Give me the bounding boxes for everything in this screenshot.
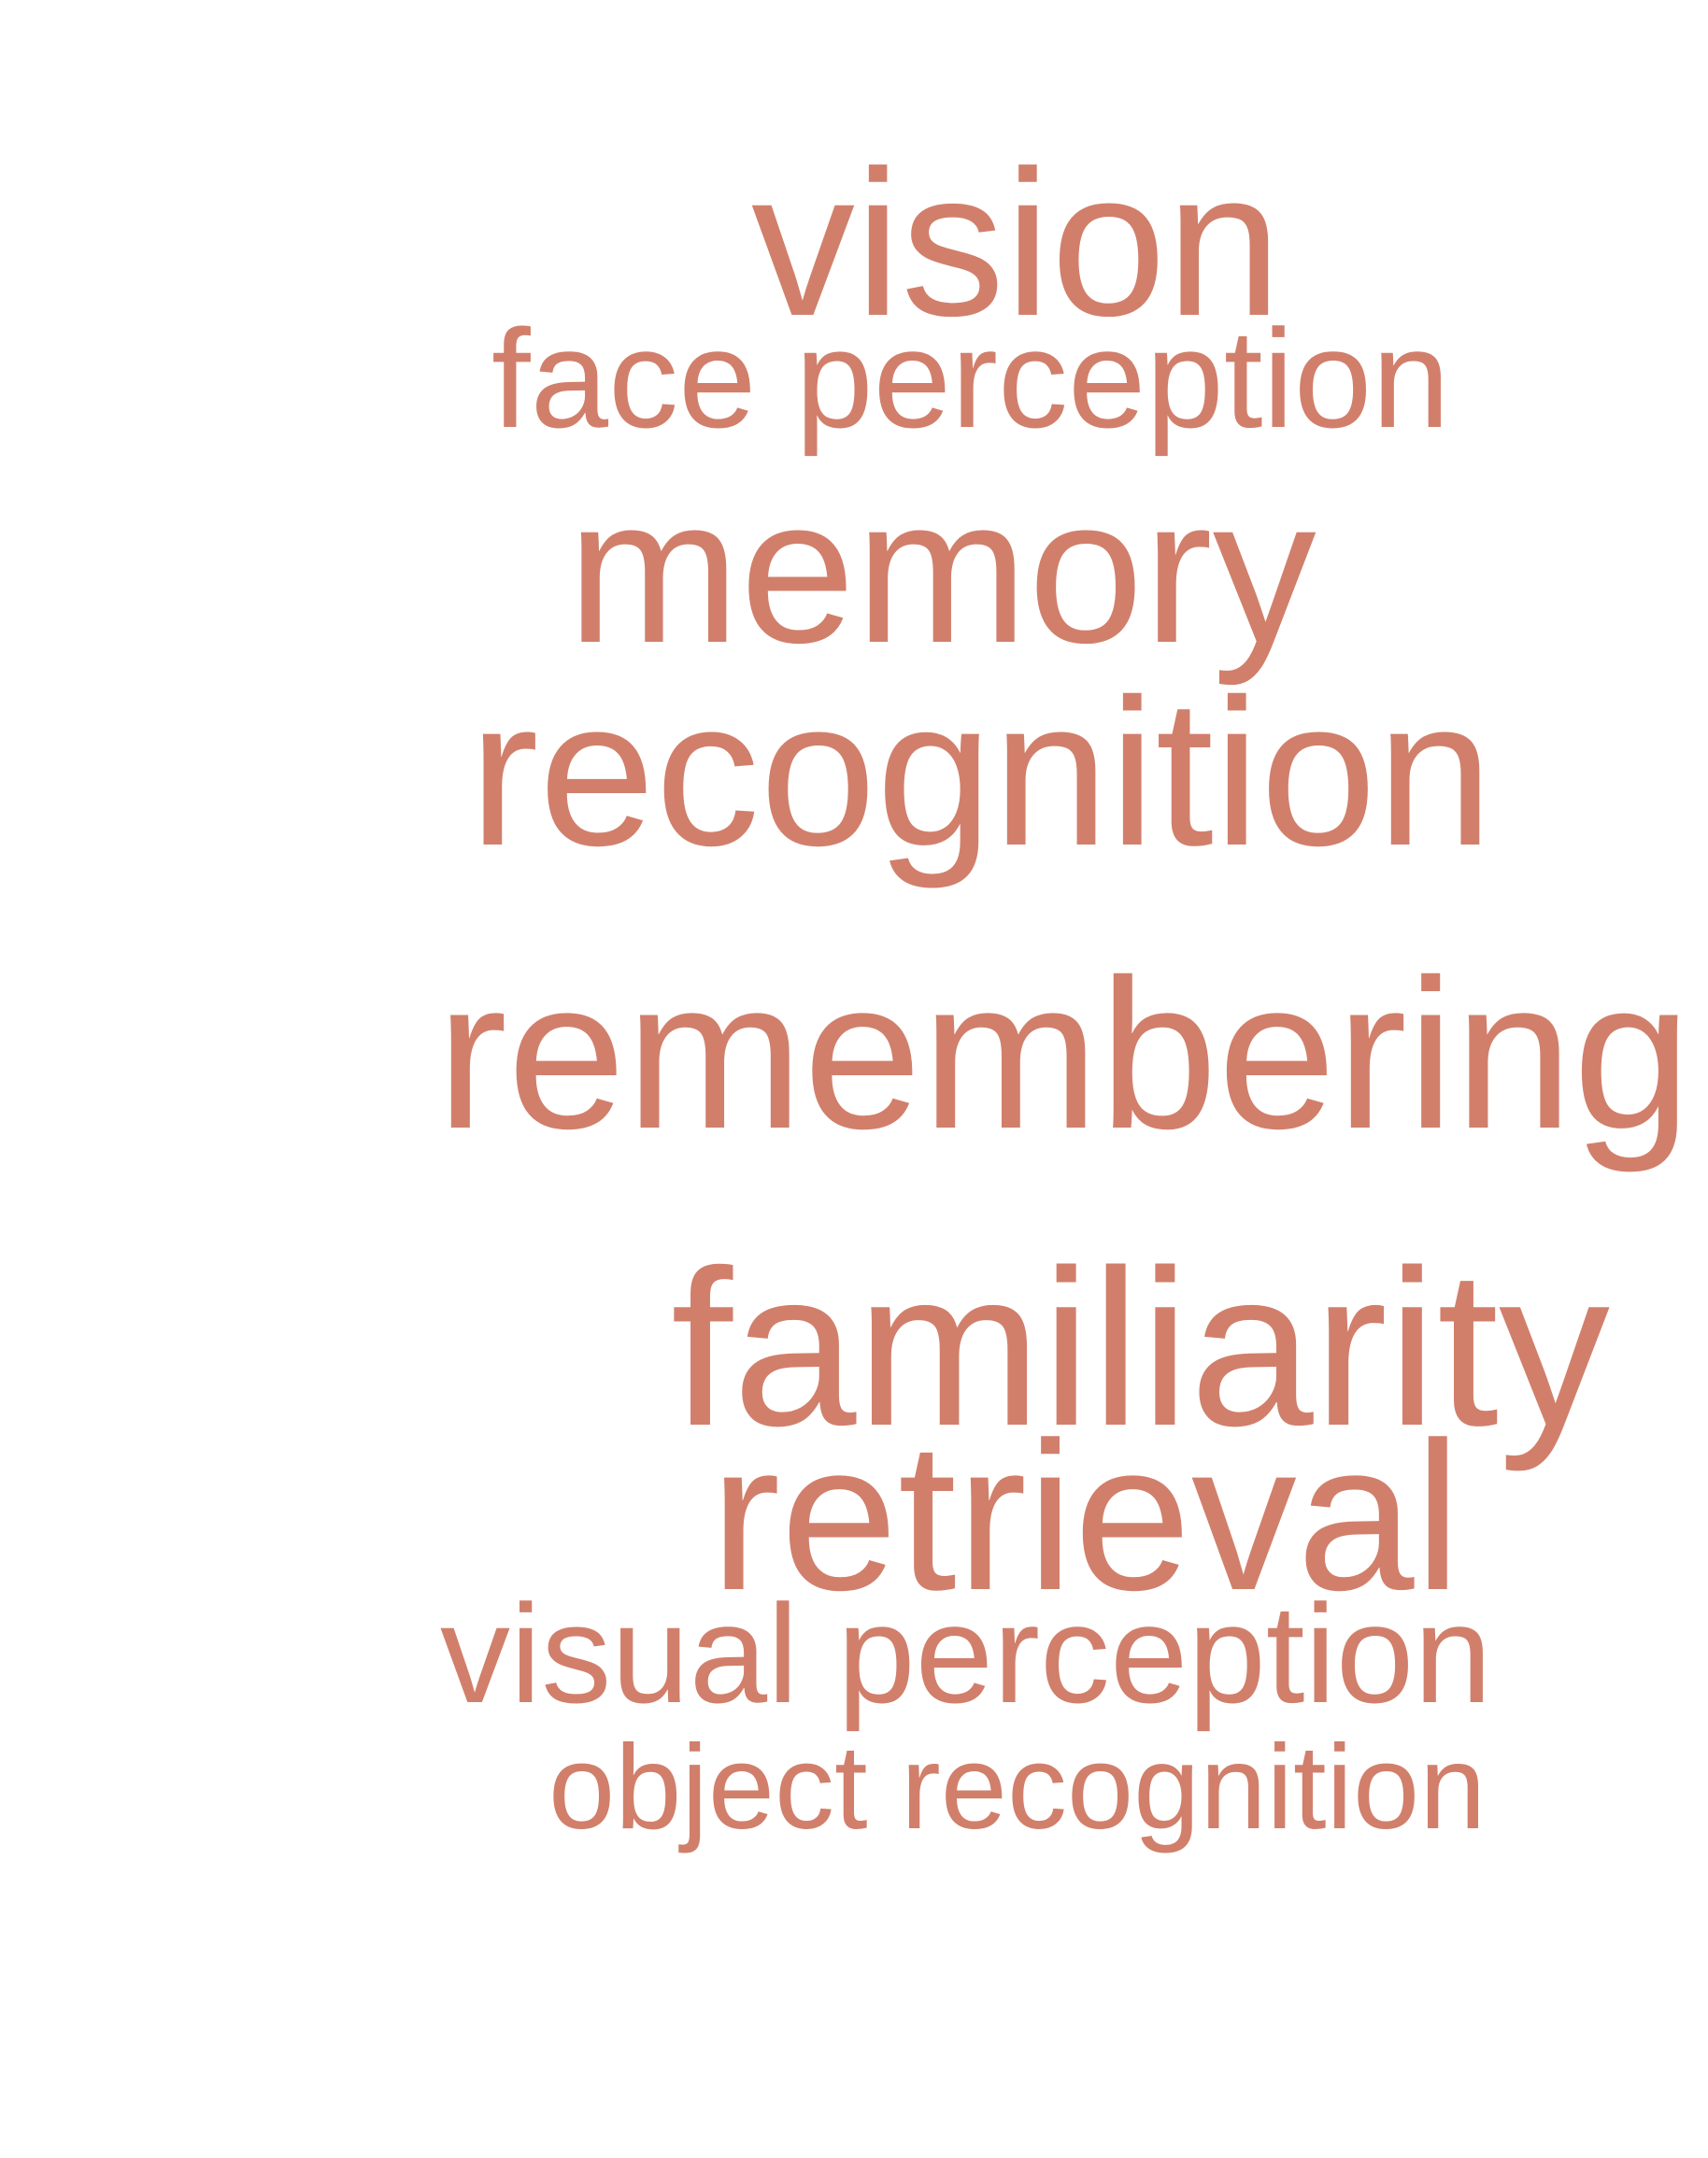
word-retrieval: retrieval (710, 1398, 1461, 1634)
word-memory: memory (567, 455, 1317, 687)
word-vision: vision (751, 128, 1282, 360)
word-face-perception: face perception (491, 300, 1450, 457)
word-visual-perception: visual perception (440, 1575, 1492, 1732)
word-familiarity: familiarity (671, 1225, 1610, 1472)
word-object-recognition: object recognition (548, 1721, 1487, 1854)
word-remembering: remembering (436, 936, 1692, 1173)
word-recognition: recognition (469, 656, 1493, 889)
